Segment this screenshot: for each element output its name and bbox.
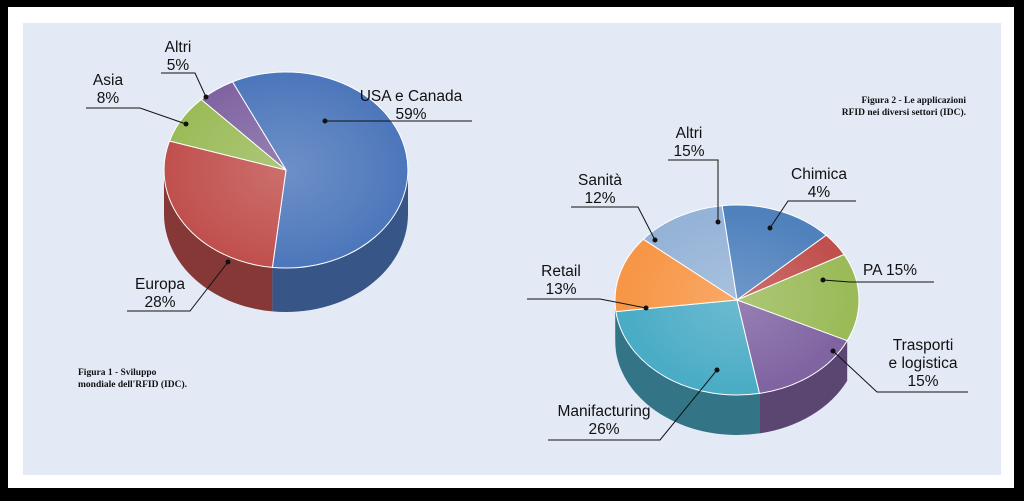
altri2-dot	[715, 219, 721, 225]
manufacturing-dot	[714, 367, 720, 373]
altri-label: Altri 5%	[165, 39, 192, 74]
chimica-leader	[769, 200, 856, 229]
europa-leader	[127, 261, 229, 312]
asia-leader	[86, 107, 187, 125]
world-rfid-pie: Altri 5% Asia 8% USA e Canada 59% Europa 28%…	[78, 39, 472, 390]
europa-slice-side	[164, 170, 273, 312]
trasporti-dot	[830, 348, 836, 354]
pa-leader	[822, 279, 934, 283]
altri-dot	[203, 94, 209, 100]
pa-dot	[820, 277, 826, 283]
usa-dot	[322, 118, 328, 124]
sanita-label: Sanità 12%	[578, 172, 622, 207]
altri2-label: Altri 15%	[673, 125, 704, 160]
altri-leader	[161, 72, 207, 98]
usa-slice-side	[272, 170, 408, 313]
retail-leader	[527, 298, 647, 309]
manufacturing-leader	[548, 369, 718, 441]
europa-dot	[225, 259, 231, 265]
sanita-dot	[652, 237, 658, 243]
manufacturing-slice-side	[615, 311, 760, 436]
retail-dot	[643, 305, 649, 311]
figure1-caption: Figura 1 - Sviluppo mondiale dell'RFID (I…	[78, 368, 187, 390]
figure2-caption: Figura 2 - Le applicazioni RFID nei diver…	[842, 96, 967, 118]
asia-label: Asia 8%	[93, 72, 124, 107]
europa-label: Europa 28%	[135, 276, 185, 311]
altri2-leader	[668, 159, 719, 222]
sector-rfid-pie: Altri 15% Chimica 4% PA 15% Trasporti e log…	[527, 96, 968, 441]
manufacturing-label: Manifacturing 26%	[557, 403, 650, 438]
usa-label: USA e Canada 59%	[360, 88, 463, 123]
chimica-label: Chimica 4%	[791, 166, 847, 201]
asia-dot	[183, 121, 189, 127]
trasporti-label: Trasporti e logistica 15%	[889, 337, 958, 390]
trasporti-slice-side	[759, 340, 848, 434]
chimica-dot	[767, 225, 773, 231]
trasporti-leader	[832, 350, 968, 393]
pa-label: PA 15%	[863, 262, 917, 279]
retail-label: Retail 13%	[541, 263, 581, 298]
sanita-leader	[571, 206, 656, 241]
